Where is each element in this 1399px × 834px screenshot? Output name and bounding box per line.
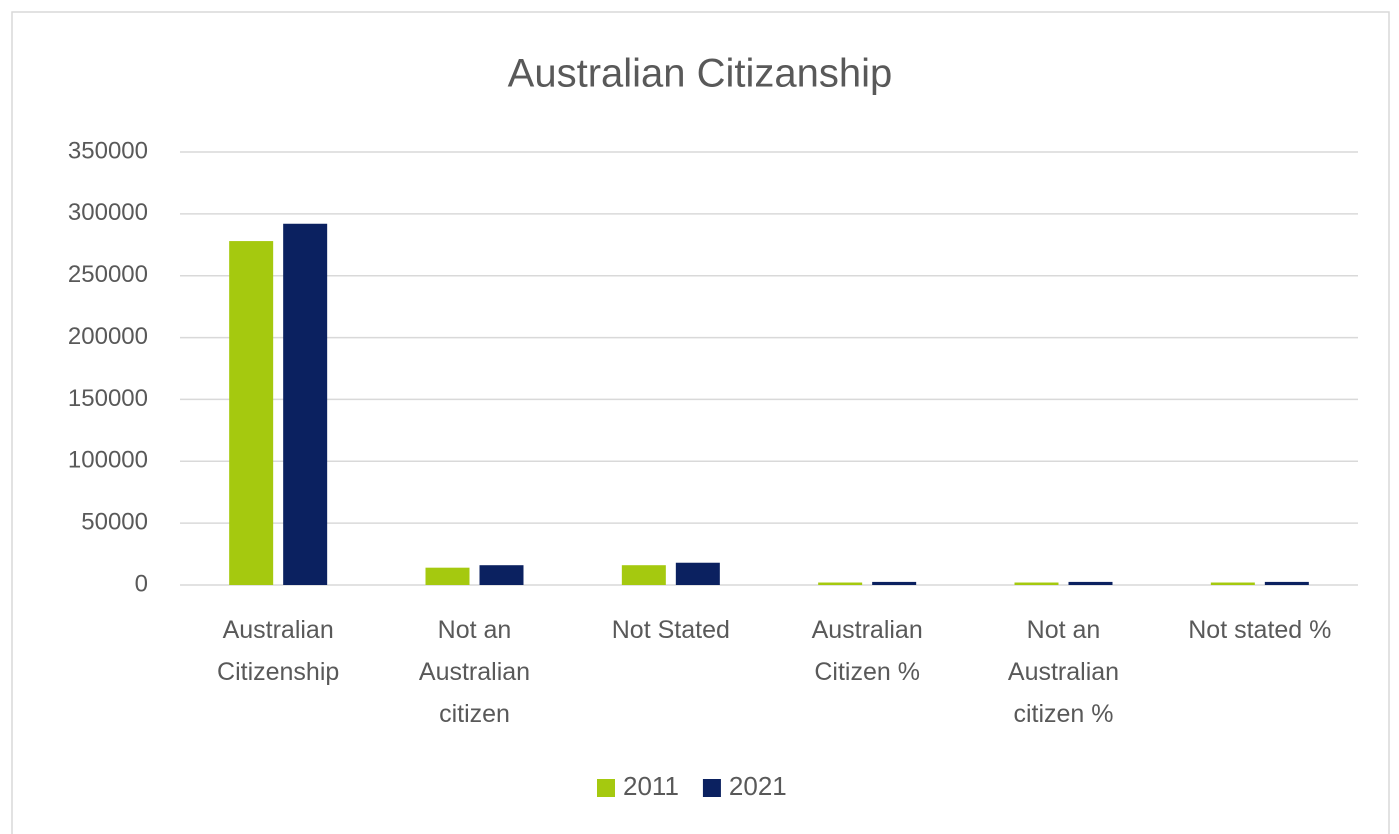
bar xyxy=(872,581,917,585)
bar xyxy=(1210,582,1255,585)
x-tick-label: Not stated % xyxy=(1188,616,1332,644)
bar xyxy=(818,582,863,585)
bar xyxy=(675,562,720,585)
x-tick-label: Not an Australian citizen xyxy=(418,616,531,728)
y-tick-label: 0 xyxy=(135,570,148,597)
bar xyxy=(1014,582,1059,585)
bar xyxy=(1068,581,1113,585)
x-tick-label: Australian Citizenship xyxy=(217,616,340,686)
y-tick-label: 350000 xyxy=(68,137,148,164)
x-tick-label: Not Stated xyxy=(611,616,730,644)
chart-title: Australian Citizanship xyxy=(508,52,893,96)
y-tick-label: 100000 xyxy=(68,447,148,474)
legend-label: 2021 xyxy=(729,771,787,801)
legend-swatch xyxy=(597,779,615,797)
chart-frame xyxy=(11,11,1390,834)
bar xyxy=(229,241,274,585)
legend-label: 2011 xyxy=(623,771,679,801)
y-tick-label: 250000 xyxy=(68,261,148,288)
bar xyxy=(283,223,328,586)
y-tick-label: 200000 xyxy=(68,323,148,350)
y-tick-label: 150000 xyxy=(68,385,148,412)
bar xyxy=(621,565,666,585)
legend-swatch xyxy=(702,779,721,797)
bar xyxy=(1264,581,1309,585)
x-tick-label: Australian Citizen % xyxy=(811,616,923,686)
y-tick-label: 300000 xyxy=(68,199,148,226)
x-tick-label: Not an Australian citizen % xyxy=(1007,616,1120,728)
bar xyxy=(479,565,524,585)
bar xyxy=(425,567,470,585)
y-tick-label: 50000 xyxy=(81,508,148,535)
